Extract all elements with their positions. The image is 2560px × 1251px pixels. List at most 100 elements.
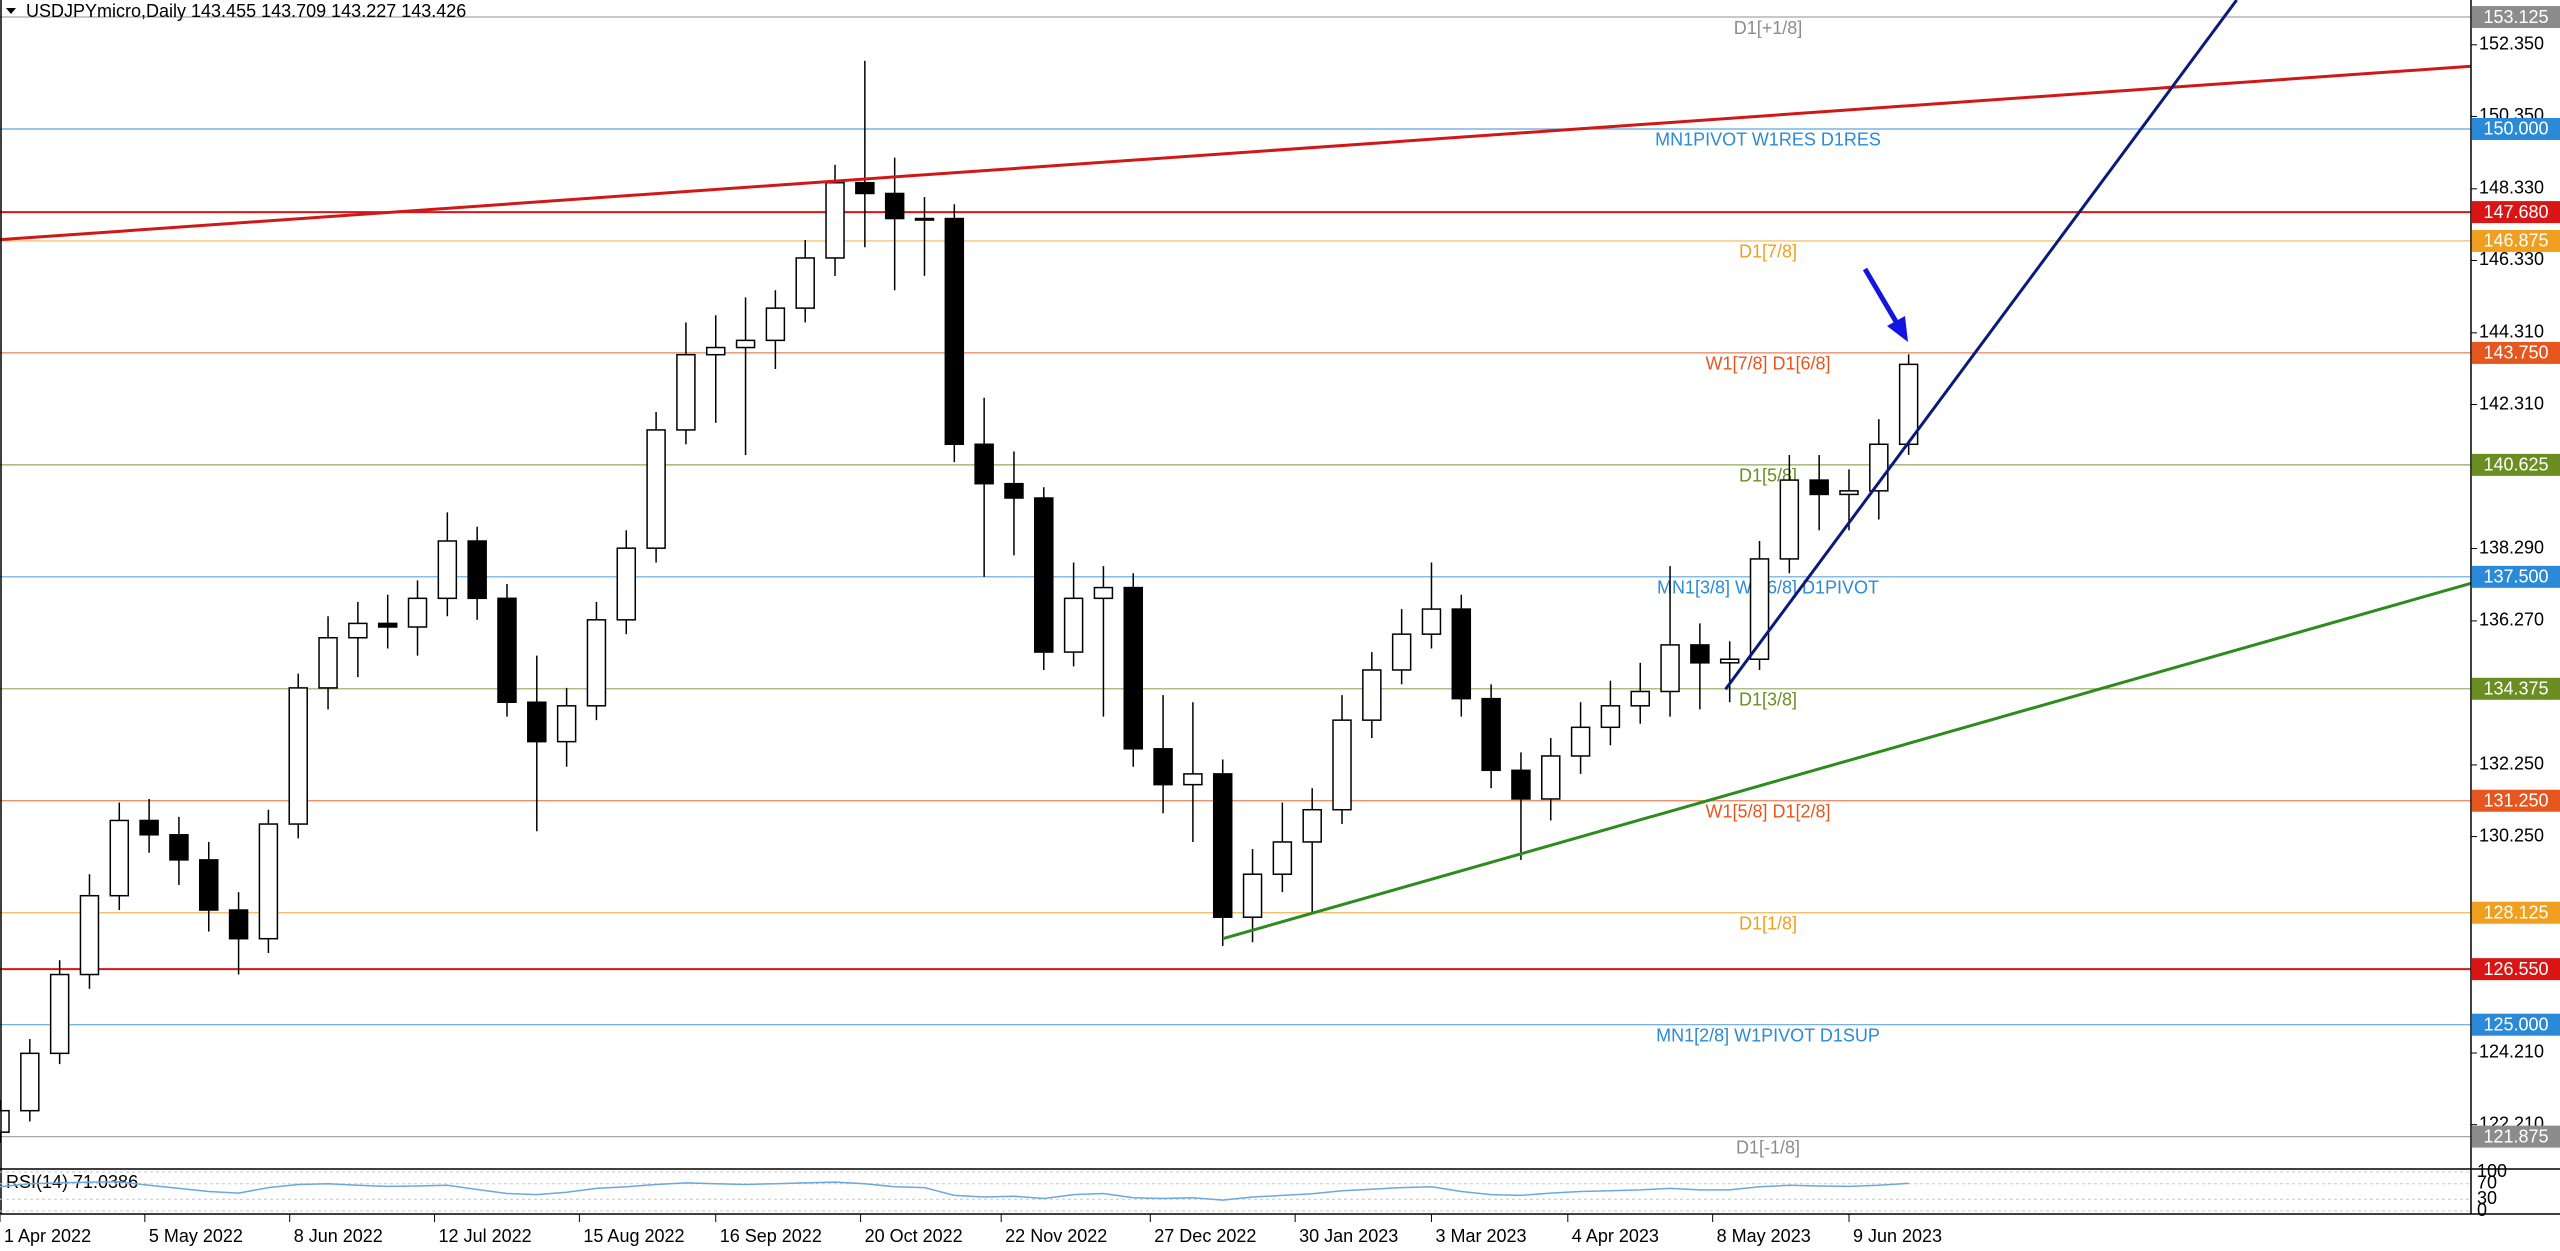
candle-body: [109, 819, 130, 897]
candle-body: [139, 819, 159, 836]
candle-body: [1242, 873, 1263, 918]
level-box-label: 153.125: [2483, 7, 2548, 27]
candle-body: [646, 429, 666, 549]
level-box-label: 146.875: [2483, 231, 2548, 251]
candle-body: [1630, 690, 1650, 707]
candle-body: [228, 909, 249, 940]
candle-body: [1332, 719, 1352, 811]
level-text: D1[7/8]: [1739, 242, 1797, 262]
candle-body: [0, 1109, 10, 1133]
chart-title: USDJPYmicro,Daily 143.455 143.709 143.22…: [26, 1, 466, 21]
candle-body: [825, 181, 845, 259]
y-tick-label: 136.270: [2479, 610, 2544, 630]
menu-triangle: [6, 8, 16, 14]
candle-body: [1421, 608, 1442, 635]
candle-body: [1362, 669, 1382, 721]
candle-body: [497, 597, 517, 703]
x-tick-label: 12 Jul 2022: [439, 1226, 532, 1246]
y-tick-label: 124.210: [2479, 1042, 2544, 1062]
level-box-label: 140.625: [2483, 455, 2548, 475]
level-box: [2472, 565, 2560, 588]
candle-body: [1779, 479, 1800, 560]
candle-body: [467, 540, 487, 600]
candle-body: [1391, 633, 1412, 671]
candle-body: [318, 636, 338, 689]
level-box: [2472, 789, 2560, 812]
level-box-label: 125.000: [2483, 1014, 2548, 1034]
candle-body: [1123, 586, 1144, 750]
rsi-tick-label: 30: [2477, 1188, 2497, 1208]
candle-body: [1272, 841, 1293, 875]
candle-body: [705, 346, 726, 356]
candle-body: [914, 217, 935, 221]
level-text: MN1PIVOT W1RES D1RES: [1655, 130, 1881, 150]
level-text: D1[+1/8]: [1734, 18, 1803, 38]
y-tick-label: 152.350: [2479, 34, 2544, 54]
candle-body: [884, 192, 905, 220]
level-box: [2472, 677, 2560, 700]
candle-body: [527, 701, 547, 743]
level-box-label: 131.250: [2483, 791, 2548, 811]
x-tick-label: 8 Jun 2022: [294, 1226, 383, 1246]
rsi-tick-label: 0: [2477, 1200, 2487, 1220]
candle-body: [49, 973, 70, 1055]
candle-body: [1690, 644, 1710, 664]
y-tick-label: 142.310: [2479, 393, 2544, 413]
candle-body: [1660, 644, 1680, 693]
rsi-label: RSI(14) 71.0386: [6, 1172, 138, 1192]
y-tick-label: 144.310: [2479, 322, 2544, 342]
x-tick-label: 15 Aug 2022: [583, 1226, 684, 1246]
x-tick-label: 27 Dec 2022: [1154, 1226, 1256, 1246]
level-text: W1[7/8] D1[6/8]: [1705, 354, 1830, 374]
candle-body: [288, 687, 308, 825]
level-box: [2472, 901, 2560, 924]
candle-body: [735, 339, 756, 349]
candle-body: [676, 353, 696, 431]
rsi-tick-label: 70: [2477, 1172, 2497, 1192]
candle-body: [556, 705, 577, 743]
level-box-label: 126.550: [2483, 959, 2548, 979]
candle-body: [1749, 558, 1770, 660]
candle-body: [1063, 597, 1084, 653]
candle-body: [1809, 479, 1829, 496]
level-box: [2472, 6, 2560, 29]
candle-body: [1869, 443, 1889, 492]
candle-body: [855, 181, 875, 195]
candle-body: [1451, 608, 1472, 700]
x-tick-label: 16 Sep 2022: [720, 1226, 822, 1246]
y-tick-label: 146.330: [2479, 249, 2544, 269]
level-box: [2472, 453, 2560, 476]
candle-body: [586, 619, 607, 707]
candle-body: [1212, 773, 1233, 918]
level-box: [2472, 1125, 2560, 1148]
candle-body: [1541, 755, 1561, 800]
candles: [0, 60, 1919, 1143]
annotation-arrow: [1862, 267, 1901, 327]
candle-body: [1570, 726, 1591, 757]
candle-body: [407, 597, 428, 628]
x-tick-label: 20 Oct 2022: [865, 1226, 963, 1246]
x-tick-label: 30 Jan 2023: [1299, 1226, 1398, 1246]
candle-body: [974, 443, 994, 485]
candle-body: [1600, 705, 1621, 729]
candle-body: [169, 834, 189, 861]
candle-body: [1153, 748, 1173, 786]
level-box-label: 150.000: [2483, 119, 2548, 139]
level-text: D1[-1/8]: [1736, 1137, 1800, 1157]
level-box-label: 137.500: [2483, 567, 2548, 587]
candle-body: [1302, 808, 1322, 843]
candle-body: [199, 859, 219, 911]
x-tick-label: 3 Mar 2023: [1435, 1226, 1526, 1246]
candle-body: [1183, 773, 1203, 786]
rsi-line: [0, 1181, 1909, 1201]
x-tick-label: 8 May 2023: [1717, 1226, 1811, 1246]
y-tick-label: 148.330: [2479, 178, 2544, 198]
candle-body: [258, 823, 279, 940]
level-text: D1[3/8]: [1739, 690, 1797, 710]
level-box: [2472, 1013, 2560, 1036]
level-box: [2472, 229, 2560, 252]
candle-body: [377, 622, 398, 628]
trendline: [0, 64, 2471, 242]
level-box: [2472, 958, 2560, 981]
